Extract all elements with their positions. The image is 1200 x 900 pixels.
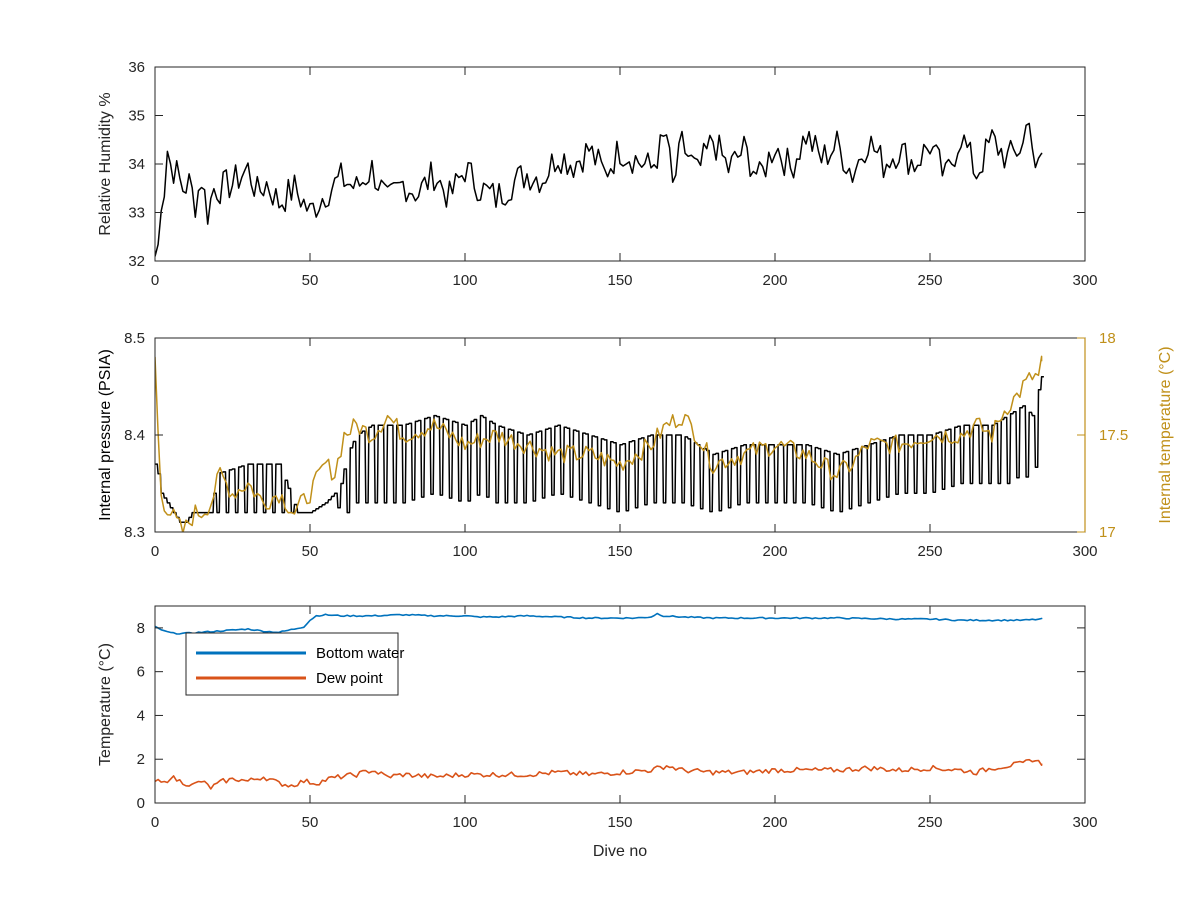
x-tick-label: 250 bbox=[917, 814, 942, 831]
legend: Bottom water Dew point bbox=[185, 632, 404, 696]
x-tick-label: 100 bbox=[452, 272, 477, 289]
y-tick-label: 34 bbox=[128, 156, 145, 173]
x-tick-label: 50 bbox=[302, 543, 319, 560]
y-axis-label: Internal pressure (PSIA) bbox=[97, 349, 114, 521]
x-tick-label: 0 bbox=[151, 543, 159, 560]
y-tick-label: 0 bbox=[137, 795, 145, 812]
x-tick-label: 0 bbox=[151, 814, 159, 831]
y-tick-label: 8 bbox=[137, 620, 145, 637]
y-tick-label: 8.3 bbox=[124, 524, 145, 541]
y-axis-label: Relative Humidity % bbox=[97, 92, 114, 235]
x-tick-label: 250 bbox=[917, 543, 942, 560]
series-line-3-1 bbox=[155, 612, 1043, 635]
chart-3: 0 50 100 150 200 250 300 0 2 4 6 8 Temperature (°C) D… bbox=[97, 605, 1098, 860]
y-tick-label: 33 bbox=[128, 205, 145, 222]
y-tick-label: 8.5 bbox=[124, 330, 145, 347]
y-axis-label-right: Internal temperature (°C) bbox=[1157, 346, 1174, 523]
y-tick-label: 36 bbox=[128, 59, 145, 76]
x-tick-label: 100 bbox=[452, 814, 477, 831]
legend-box bbox=[185, 632, 399, 696]
y-right-tick-label: 17.5 bbox=[1099, 427, 1128, 444]
x-tick-label: 300 bbox=[1072, 543, 1097, 560]
chart-1: 0 50 100 150 200 250 300 32 33 34 35 36 Relative Hum… bbox=[97, 59, 1098, 289]
series-line-3-2 bbox=[155, 758, 1043, 790]
legend-label: Dew point bbox=[316, 670, 384, 687]
x-tick-label: 150 bbox=[607, 272, 632, 289]
x-tick-label: 0 bbox=[151, 272, 159, 289]
series-line-1-1 bbox=[155, 122, 1043, 257]
x-tick-label: 50 bbox=[302, 272, 319, 289]
x-tick-label: 300 bbox=[1072, 272, 1097, 289]
y-tick-label: 32 bbox=[128, 253, 145, 270]
y-tick-label: 8.4 bbox=[124, 427, 145, 444]
x-tick-label: 100 bbox=[452, 543, 477, 560]
series-line-2-1 bbox=[155, 376, 1044, 524]
y-tick-label: 2 bbox=[137, 751, 145, 768]
series-line-2-2 bbox=[155, 355, 1043, 532]
x-tick-label: 50 bbox=[302, 814, 319, 831]
x-tick-label: 150 bbox=[607, 543, 632, 560]
y-tick-label: 35 bbox=[128, 108, 145, 125]
y-right-tick-label: 18 bbox=[1099, 330, 1116, 347]
y-tick-label: 6 bbox=[137, 664, 145, 681]
x-tick-label: 200 bbox=[762, 543, 787, 560]
y-right-tick-label: 17 bbox=[1099, 524, 1116, 541]
x-tick-label: 200 bbox=[762, 272, 787, 289]
y-axis-label: Temperature (°C) bbox=[97, 643, 114, 766]
x-tick-label: 250 bbox=[917, 272, 942, 289]
chart-2: 0 50 100 150 200 250 300 8.3 8.4 8.5 17 17.5 18 Inter… bbox=[97, 330, 1174, 560]
y-tick-label: 4 bbox=[137, 707, 145, 724]
x-tick-label: 200 bbox=[762, 814, 787, 831]
x-axis-label: Dive no bbox=[593, 843, 647, 860]
x-tick-label: 300 bbox=[1072, 814, 1097, 831]
x-tick-label: 150 bbox=[607, 814, 632, 831]
legend-label: Bottom water bbox=[316, 645, 404, 662]
